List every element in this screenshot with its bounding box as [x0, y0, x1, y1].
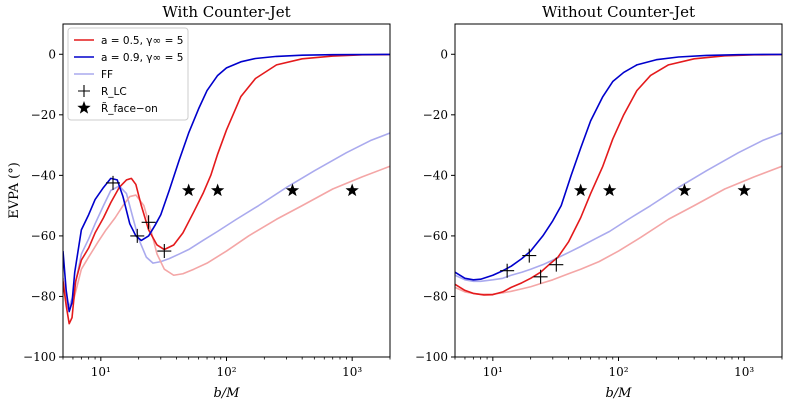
r-face-on-marker — [210, 183, 225, 197]
series-line-a-0-9-5 — [63, 53, 390, 313]
legend-label: R̃_face−on — [101, 102, 158, 115]
series-line-ff — [63, 132, 390, 310]
r-lc-marker — [141, 215, 156, 230]
r-lc-marker — [522, 248, 537, 263]
r-lc-marker — [157, 244, 172, 259]
r-face-on-marker — [574, 183, 588, 197]
r-lc-marker — [500, 263, 515, 278]
legend-label: FF — [101, 69, 113, 81]
x-tick-label: 10³ — [342, 365, 362, 379]
x-tick-label: 10¹ — [91, 365, 111, 379]
legend-swatch-star — [77, 101, 91, 114]
legend-label: a = 0.5, γ∞ = 5 — [101, 35, 183, 47]
plot-area — [455, 53, 782, 296]
x-axis-label: b/M — [605, 386, 632, 401]
y-tick-label: −20 — [423, 108, 448, 122]
y-tick-label: −40 — [423, 168, 448, 182]
x-tick-label: 10² — [608, 365, 628, 379]
series-line-a-0-9-5 — [455, 53, 782, 281]
y-axis-label: EVPA (°) — [7, 162, 22, 219]
panel-with-counter-jet: 0 −20 −40 −60 −80 −100 10¹ 10² 10³ With Counter-J… — [7, 3, 391, 401]
r-face-on-marker — [602, 183, 617, 197]
y-tick-label: −40 — [31, 168, 56, 182]
r-face-on-marker — [182, 183, 196, 197]
series-line-ff-a-0-5- — [63, 165, 390, 310]
series-line-ff — [455, 132, 782, 283]
r-face-on-marker — [345, 183, 359, 197]
x-tick-label: 10² — [216, 365, 236, 379]
plot-area — [63, 53, 390, 325]
r-lc-marker — [106, 175, 121, 190]
panel-without-counter-jet: 0 −20 −40 −60 −80 −100 10¹ 10² 10³ Without Counte… — [415, 3, 783, 401]
x-tick-label: 10¹ — [483, 365, 503, 379]
y-tick-label: −80 — [31, 289, 56, 303]
legend-box — [67, 27, 189, 121]
panel-title: With Counter-Jet — [162, 3, 290, 21]
y-tick-label: −80 — [423, 289, 448, 303]
legend-swatch-plus — [78, 85, 90, 97]
r-lc-marker — [533, 269, 548, 284]
r-face-on-marker — [677, 183, 692, 197]
series-line-a-0-5-5 — [455, 53, 782, 296]
panel-title: Without Counter-Jet — [542, 3, 695, 21]
y-tick-label: 0 — [440, 47, 448, 61]
legend: a = 0.5, γ∞ = 5 a = 0.9, γ∞ = 5 FF R_LC R̃_f… — [67, 27, 189, 121]
r-lc-marker — [130, 228, 145, 243]
legend-label: R_LC — [101, 86, 127, 98]
r-face-on-marker — [737, 183, 751, 197]
y-tick-label: 0 — [48, 47, 56, 61]
x-axis-label: b/M — [213, 386, 240, 401]
axes-frame — [454, 23, 783, 358]
y-tick-label: −60 — [423, 229, 448, 243]
legend-label: a = 0.9, γ∞ = 5 — [101, 52, 183, 64]
x-tick-label: 10³ — [734, 365, 754, 379]
r-face-on-marker — [285, 183, 300, 197]
y-tick-label: −60 — [31, 229, 56, 243]
y-tick-label: −100 — [415, 350, 448, 364]
series-line-ff-a-0-5- — [455, 165, 782, 296]
r-lc-marker — [549, 257, 564, 272]
series-line-a-0-5-5 — [63, 53, 390, 325]
y-tick-label: −20 — [31, 108, 56, 122]
y-tick-label: −100 — [23, 350, 56, 364]
